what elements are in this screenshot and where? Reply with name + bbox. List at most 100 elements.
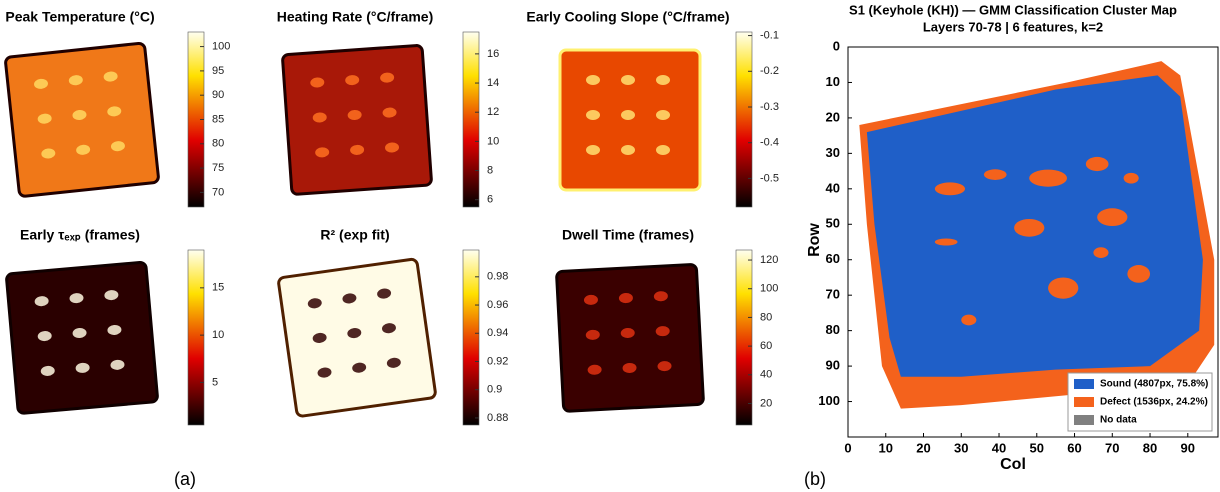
legend-swatch (1074, 397, 1094, 407)
colorbar-tick-label: 5 (212, 376, 218, 388)
colorbar-tick-label: 95 (212, 65, 224, 77)
colorbar-tick-label: 8 (487, 164, 493, 176)
colorbar-tick-label: 6 (487, 194, 493, 206)
heat-spot (656, 75, 670, 85)
panel-label: (b) (804, 469, 826, 489)
colorbar-tick-label: 0.96 (487, 299, 508, 311)
colorbar-tick-label: 90 (212, 89, 224, 101)
heat-image (278, 259, 436, 417)
defect-blob (961, 315, 976, 326)
heat-area (278, 259, 436, 417)
heat-spot (586, 145, 600, 155)
colorbar-tick-label: 60 (760, 340, 772, 352)
colorbar-tick-label: 20 (760, 397, 772, 409)
x-tick-label: 20 (916, 440, 930, 455)
legend-label: No data (1100, 415, 1137, 426)
defect-blob (1124, 173, 1139, 184)
heat-image (5, 43, 159, 197)
colorbar-tick-label: -0.5 (760, 172, 779, 184)
defect-blob (935, 182, 965, 195)
colorbar-tick-label: 100 (760, 283, 778, 295)
x-tick-label: 0 (844, 440, 851, 455)
map-title: Peak Temperature (°C) (5, 9, 154, 25)
colorbar-tick-label: 14 (487, 77, 499, 89)
colorbar (736, 250, 752, 425)
y-tick-label: 90 (826, 358, 840, 373)
heat-spot (586, 75, 600, 85)
x-tick-label: 90 (1181, 440, 1195, 455)
panel-label: (a) (174, 469, 196, 489)
colorbar-tick-label: 75 (212, 162, 224, 174)
x-axis-label: Col (1000, 456, 1026, 473)
colorbar-tick-label: 0.98 (487, 271, 508, 283)
legend-label: Defect (1536px, 24.2%) (1100, 397, 1208, 408)
heat-spot (586, 110, 600, 120)
map-title: Heating Rate (°C/frame) (277, 9, 434, 25)
chart-title: S1 (Keyhole (KH)) — GMM Classification C… (849, 2, 1177, 17)
x-tick-label: 80 (1143, 440, 1157, 455)
x-tick-label: 10 (879, 440, 893, 455)
colorbar-tick-label: 16 (487, 48, 499, 60)
y-tick-label: 100 (818, 393, 840, 408)
y-tick-label: 30 (826, 145, 840, 160)
y-tick-label: 80 (826, 322, 840, 337)
colorbar-tick-label: -0.3 (760, 101, 779, 113)
chart-subtitle: Layers 70-78 | 6 features, k=2 (923, 19, 1103, 34)
heat-spot (656, 145, 670, 155)
heat-spot (621, 145, 635, 155)
defect-blob (1093, 247, 1108, 258)
y-tick-label: 60 (826, 251, 840, 266)
heat-image (556, 264, 703, 411)
heat-image (282, 45, 431, 194)
colorbar (736, 32, 752, 207)
defect-blob (935, 238, 958, 245)
heat-spot (656, 110, 670, 120)
colorbar-tick-label: 70 (212, 186, 224, 198)
map-title: R² (exp fit) (320, 227, 389, 243)
defect-blob (1029, 170, 1067, 187)
colorbar-tick-label: -0.2 (760, 65, 779, 77)
y-tick-label: 10 (826, 74, 840, 89)
map-title: Early Cooling Slope (°C/frame) (526, 9, 729, 25)
y-tick-label: 70 (826, 287, 840, 302)
colorbar-tick-label: 120 (760, 254, 778, 266)
y-tick-label: 20 (826, 109, 840, 124)
y-tick-label: 40 (826, 180, 840, 195)
colorbar-tick-label: 15 (212, 282, 224, 294)
defect-blob (1086, 157, 1109, 171)
colorbar-tick-label: 0.92 (487, 355, 508, 367)
x-tick-label: 60 (1067, 440, 1081, 455)
colorbar-tick-label: 100 (212, 40, 230, 52)
figure: (a) (b) Peak Temperature (°C)70758085909… (0, 0, 1220, 492)
colorbar-tick-label: 0.94 (487, 327, 508, 339)
legend-swatch (1074, 415, 1094, 425)
legend-label: Sound (4807px, 75.8%) (1100, 379, 1208, 390)
heat-spot (621, 110, 635, 120)
colorbar (463, 250, 479, 425)
legend-swatch (1074, 379, 1094, 389)
colorbar-tick-label: 10 (212, 329, 224, 341)
heat-area (6, 262, 158, 414)
heat-area (560, 50, 700, 190)
x-tick-label: 50 (1030, 440, 1044, 455)
defect-blob (1014, 219, 1044, 237)
heat-area (282, 45, 431, 194)
y-axis-label: Row (806, 223, 823, 257)
colorbar (188, 250, 204, 425)
colorbar-tick-label: 80 (760, 311, 772, 323)
heat-image (560, 50, 700, 190)
x-tick-label: 70 (1105, 440, 1119, 455)
defect-blob (1097, 208, 1127, 226)
map-title: Dwell Time (frames) (562, 227, 694, 243)
heat-image (6, 262, 158, 414)
heat-spot (621, 75, 635, 85)
colorbar-tick-label: 85 (212, 113, 224, 125)
colorbar-tick-label: 0.9 (487, 384, 502, 396)
colorbar-tick-label: 12 (487, 106, 499, 118)
colorbar-tick-label: 10 (487, 135, 499, 147)
colorbar (463, 32, 479, 207)
colorbar-tick-label: -0.1 (760, 29, 779, 41)
defect-blob (984, 169, 1007, 180)
heat-area (5, 43, 159, 197)
y-tick-label: 0 (833, 38, 840, 53)
